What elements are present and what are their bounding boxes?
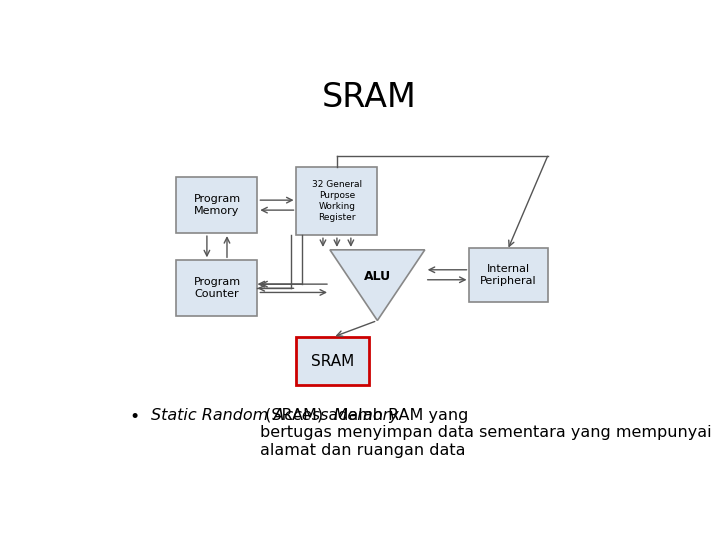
Text: Program
Memory: Program Memory — [194, 194, 240, 217]
Text: Internal
Peripheral: Internal Peripheral — [480, 264, 537, 286]
FancyBboxPatch shape — [297, 337, 369, 385]
Text: SRAM: SRAM — [311, 354, 354, 369]
Polygon shape — [330, 250, 425, 321]
Text: ALU: ALU — [364, 270, 391, 283]
Text: 32 General
Purpose
Working
Register: 32 General Purpose Working Register — [312, 180, 362, 222]
Text: (SRAM) adalah RAM yang
bertugas menyimpan data sementara yang mempunyai
alamat d: (SRAM) adalah RAM yang bertugas menyimpa… — [260, 408, 711, 457]
FancyBboxPatch shape — [176, 260, 258, 316]
Text: SRAM: SRAM — [322, 82, 416, 114]
Text: Static Random Access Memory: Static Random Access Memory — [151, 408, 399, 423]
Text: •: • — [129, 408, 139, 426]
FancyBboxPatch shape — [176, 177, 258, 233]
FancyBboxPatch shape — [469, 248, 548, 302]
FancyBboxPatch shape — [297, 167, 377, 235]
Text: Program
Counter: Program Counter — [194, 277, 240, 300]
